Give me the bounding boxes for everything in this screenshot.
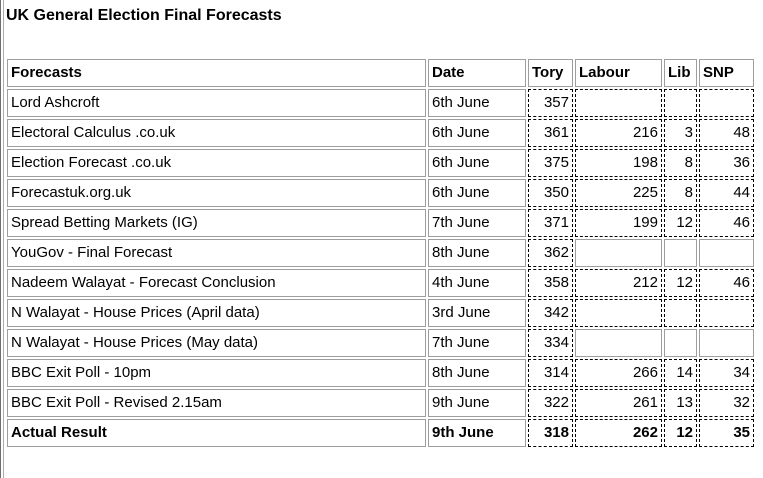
cell-labour-seats: 266 [575,359,662,387]
cell-labour-seats: 261 [575,389,662,417]
cell-date: 6th June [428,149,526,177]
cell-date: 8th June [428,359,526,387]
cell-date: 7th June [428,329,526,357]
cell-lib-seats: 12 [664,269,697,297]
column-header-forecasts: Forecasts [7,59,426,87]
cell-forecast-name: Spread Betting Markets (IG) [7,209,426,237]
cell-snp-seats: 35 [699,419,754,447]
cell-lib-seats: 12 [664,419,697,447]
cell-tory-seats: 357 [528,89,573,117]
cell-labour-seats: 198 [575,149,662,177]
cell-lib-seats: 3 [664,119,697,147]
cell-snp-seats: 46 [699,209,754,237]
table-row: Lord Ashcroft 6th June 357 [7,89,754,117]
column-header-lib: Lib [664,59,697,87]
cell-date: 6th June [428,119,526,147]
table-row: Electoral Calculus .co.uk 6th June 361 2… [7,119,754,147]
cell-forecast-name: N Walayat - House Prices (April data) [7,299,426,327]
cell-snp-seats [699,299,754,327]
cell-tory-seats: 350 [528,179,573,207]
cell-tory-seats: 318 [528,419,573,447]
cell-tory-seats: 322 [528,389,573,417]
cell-snp-seats: 48 [699,119,754,147]
cell-snp-seats [699,89,754,117]
cell-forecast-name: Lord Ashcroft [7,89,426,117]
cell-labour-seats [575,89,662,117]
table-header-row: Forecasts Date Tory Labour Lib SNP [7,59,754,87]
cell-forecast-name: Forecastuk.org.uk [7,179,426,207]
cell-labour-seats [575,329,662,357]
forecast-table: Forecasts Date Tory Labour Lib SNP Lord … [5,57,756,449]
cell-forecast-name: BBC Exit Poll - 10pm [7,359,426,387]
table-row: BBC Exit Poll - Revised 2.15am 9th June … [7,389,754,417]
cell-labour-seats: 262 [575,419,662,447]
column-header-date: Date [428,59,526,87]
cell-date: 7th June [428,209,526,237]
column-header-labour: Labour [575,59,662,87]
table-row: Spread Betting Markets (IG) 7th June 371… [7,209,754,237]
cell-lib-seats [664,239,697,267]
cell-labour-seats [575,239,662,267]
column-header-snp: SNP [699,59,754,87]
cell-lib-seats: 14 [664,359,697,387]
table-row: YouGov - Final Forecast 8th June 362 [7,239,754,267]
cell-labour-seats: 216 [575,119,662,147]
frame-edge-inner-line [3,0,4,478]
cell-tory-seats: 362 [528,239,573,267]
cell-lib-seats [664,299,697,327]
table-row: Actual Result 9th June 318 262 12 35 [7,419,754,447]
cell-date: 4th June [428,269,526,297]
frame-edge-outer-line [0,0,1,478]
content-area: UK General Election Final Forecasts Fore… [5,0,761,449]
table-row: Forecastuk.org.uk 6th June 350 225 8 44 [7,179,754,207]
table-row: Election Forecast .co.uk 6th June 375 19… [7,149,754,177]
cell-tory-seats: 358 [528,269,573,297]
table-row: Nadeem Walayat - Forecast Conclusion 4th… [7,269,754,297]
cell-labour-seats: 225 [575,179,662,207]
cell-lib-seats: 8 [664,149,697,177]
table-row: N Walayat - House Prices (May data) 7th … [7,329,754,357]
cell-date: 9th June [428,419,526,447]
cell-date: 6th June [428,89,526,117]
cell-snp-seats [699,329,754,357]
cell-snp-seats: 32 [699,389,754,417]
cell-lib-seats: 13 [664,389,697,417]
cell-forecast-name: Actual Result [7,419,426,447]
cell-tory-seats: 334 [528,329,573,357]
cell-forecast-name: Nadeem Walayat - Forecast Conclusion [7,269,426,297]
cell-snp-seats [699,239,754,267]
cell-forecast-name: YouGov - Final Forecast [7,239,426,267]
cell-date: 6th June [428,179,526,207]
cell-snp-seats: 36 [699,149,754,177]
cell-labour-seats: 212 [575,269,662,297]
cell-snp-seats: 44 [699,179,754,207]
cell-lib-seats: 8 [664,179,697,207]
cell-tory-seats: 342 [528,299,573,327]
cell-forecast-name: BBC Exit Poll - Revised 2.15am [7,389,426,417]
page-title: UK General Election Final Forecasts [6,7,282,24]
cell-labour-seats: 199 [575,209,662,237]
cell-date: 3rd June [428,299,526,327]
cell-labour-seats [575,299,662,327]
cell-lib-seats [664,89,697,117]
cell-lib-seats [664,329,697,357]
cell-date: 8th June [428,239,526,267]
cell-tory-seats: 361 [528,119,573,147]
table-row: N Walayat - House Prices (April data) 3r… [7,299,754,327]
cell-tory-seats: 371 [528,209,573,237]
cell-tory-seats: 375 [528,149,573,177]
cell-forecast-name: Election Forecast .co.uk [7,149,426,177]
cell-snp-seats: 34 [699,359,754,387]
cell-forecast-name: Electoral Calculus .co.uk [7,119,426,147]
cell-lib-seats: 12 [664,209,697,237]
forecast-table-body: Lord Ashcroft 6th June 357 Electoral Cal… [7,89,754,447]
cell-tory-seats: 314 [528,359,573,387]
cell-forecast-name: N Walayat - House Prices (May data) [7,329,426,357]
table-row: BBC Exit Poll - 10pm 8th June 314 266 14… [7,359,754,387]
column-header-tory: Tory [528,59,573,87]
cell-date: 9th June [428,389,526,417]
cell-snp-seats: 46 [699,269,754,297]
